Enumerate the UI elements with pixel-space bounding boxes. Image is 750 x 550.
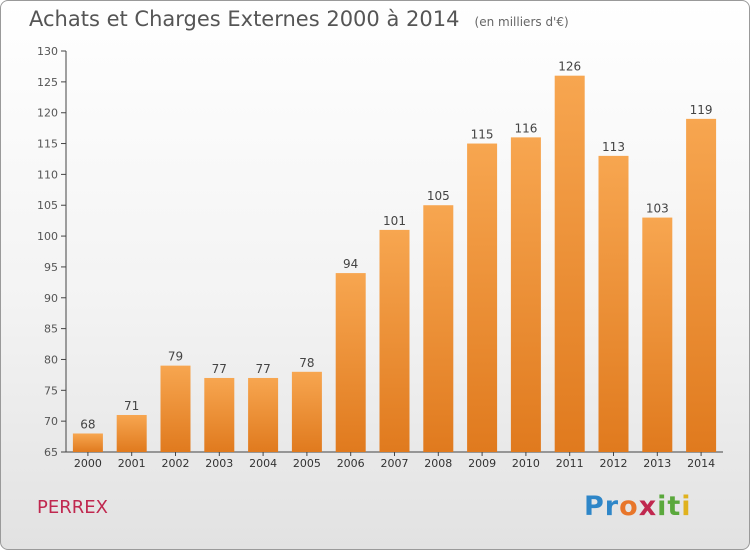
data-label-2005: 78 xyxy=(299,356,314,370)
logo-letter: t xyxy=(667,491,682,522)
proxiti-logo[interactable]: Proxiti xyxy=(584,491,692,522)
bar-2013 xyxy=(642,217,673,452)
x-tick-label: 2009 xyxy=(468,457,496,470)
bar-2008 xyxy=(423,205,454,452)
bars xyxy=(72,75,717,453)
logo-letter: i xyxy=(657,491,668,522)
y-tick-label: 70 xyxy=(44,415,58,428)
data-labels: 68 71 79 77 77 78 94 101 105 115 116 126 113 103 119 xyxy=(80,60,712,432)
x-tick-label: 2004 xyxy=(249,457,277,470)
x-tick-label: 2008 xyxy=(424,457,452,470)
x-tick-label: 2012 xyxy=(600,457,628,470)
x-tick-label: 2007 xyxy=(381,457,409,470)
x-tick-label: 2005 xyxy=(293,457,321,470)
x-tick-label: 2001 xyxy=(118,457,146,470)
data-label-2002: 79 xyxy=(168,350,183,364)
y-tick-label: 65 xyxy=(44,446,58,459)
bar-2003 xyxy=(204,377,235,452)
bar-2006 xyxy=(335,273,366,452)
y-tick-label: 100 xyxy=(37,230,58,243)
y-tick-label: 90 xyxy=(44,292,58,305)
data-label-2013: 103 xyxy=(646,202,669,216)
x-tick-label: 2010 xyxy=(512,457,540,470)
data-label-2001: 71 xyxy=(124,399,139,413)
y-tick-label: 115 xyxy=(37,138,58,151)
x-tick-label: 2000 xyxy=(74,457,102,470)
data-label-2004: 77 xyxy=(255,362,270,376)
y-tick-label: 125 xyxy=(37,76,58,89)
y-tick-label: 120 xyxy=(37,107,58,120)
data-label-2012: 113 xyxy=(602,140,625,154)
bar-2005 xyxy=(291,371,322,452)
bar-2004 xyxy=(248,377,279,452)
x-tick-label: 2002 xyxy=(162,457,190,470)
x-tick-label: 2013 xyxy=(643,457,671,470)
x-tick-label: 2003 xyxy=(205,457,233,470)
chart-subtitle: (en milliers d'€) xyxy=(474,15,569,29)
axes: 65 70 75 80 85 90 95 100 105 110 115 120 125 130 2000 2… xyxy=(37,45,723,470)
y-tick-label: 85 xyxy=(44,323,58,336)
bar-2012 xyxy=(598,155,629,452)
chart-title: Achats et Charges Externes 2000 à 2014 xyxy=(29,7,460,31)
bar-2007 xyxy=(379,229,410,452)
data-label-2000: 68 xyxy=(80,417,95,431)
logo-letter: r xyxy=(604,491,620,522)
data-label-2010: 116 xyxy=(514,121,537,135)
data-label-2003: 77 xyxy=(212,362,227,376)
bar-2000 xyxy=(72,433,103,452)
commune-name: PERREX xyxy=(37,497,108,518)
bar-2014 xyxy=(686,118,717,452)
y-tick-label: 130 xyxy=(37,45,58,58)
data-label-2014: 119 xyxy=(690,103,713,117)
data-label-2008: 105 xyxy=(427,189,450,203)
bar-2009 xyxy=(467,143,498,453)
y-tick-label: 95 xyxy=(44,261,58,274)
title-row: Achats et Charges Externes 2000 à 2014 (… xyxy=(29,7,569,31)
logo-letter: o xyxy=(619,491,639,522)
logo-letter: x xyxy=(638,491,658,522)
y-tick-label: 105 xyxy=(37,199,58,212)
x-tick-label: 2006 xyxy=(337,457,365,470)
data-label-2007: 101 xyxy=(383,214,406,228)
data-label-2011: 126 xyxy=(558,60,581,74)
data-label-2006: 94 xyxy=(343,257,358,271)
y-tick-label: 80 xyxy=(44,353,58,366)
bar-2001 xyxy=(116,414,147,452)
x-tick-label: 2014 xyxy=(687,457,715,470)
x-tick-label: 2011 xyxy=(556,457,584,470)
data-label-2009: 115 xyxy=(471,128,494,142)
bar-2010 xyxy=(510,137,541,452)
logo-letter: P xyxy=(584,491,605,522)
bar-2002 xyxy=(160,365,191,452)
logo-letter: i xyxy=(681,491,692,522)
y-tick-label: 75 xyxy=(44,384,58,397)
y-tick-label: 110 xyxy=(37,168,58,181)
bar-2011 xyxy=(554,75,585,452)
